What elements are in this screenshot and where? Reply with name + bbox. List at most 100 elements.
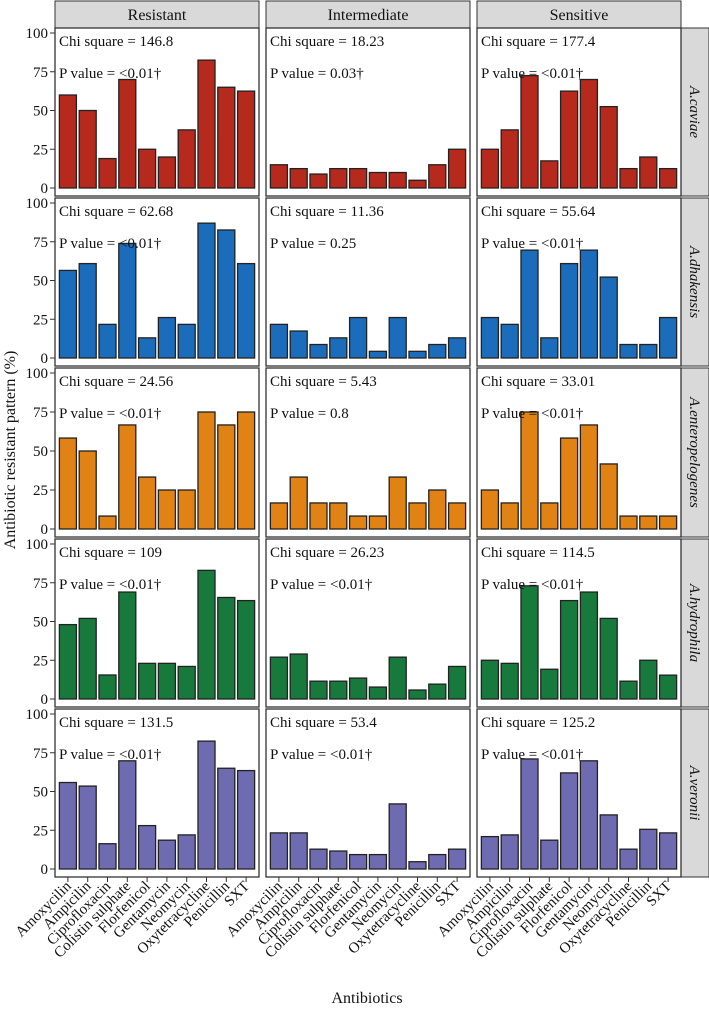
bar-ampicilin <box>78 785 97 870</box>
y-tick-label: 75 <box>33 235 48 251</box>
bar-ampicilin <box>289 330 308 359</box>
bar-penicillin <box>639 659 658 700</box>
row-strip-label: A.caviae <box>686 85 702 138</box>
bar-sxt <box>447 665 467 700</box>
bar-oxytetracycline <box>197 569 216 700</box>
bar-ciprofloxacin <box>309 343 328 359</box>
bar-penicillin <box>428 489 447 530</box>
p-value-annotation: P value = <0.01† <box>59 747 162 763</box>
bar-ampicilin <box>289 653 308 700</box>
bar-gentamycin <box>368 686 388 700</box>
y-tick-label: 0 <box>41 862 49 878</box>
y-tick-label: 25 <box>33 653 48 669</box>
bar-gentamycin <box>579 591 599 700</box>
bar-penicillin <box>217 596 236 700</box>
y-tick-label: 75 <box>33 405 48 421</box>
bar-florfenicol <box>137 337 157 359</box>
bar-sxt <box>658 832 678 870</box>
bar-amoxycilin <box>269 164 289 189</box>
bar-amoxycilin <box>269 656 289 700</box>
chi-square-annotation: Chi square = 5.43 <box>270 374 377 390</box>
y-tick-label: 0 <box>41 351 49 367</box>
bar-amoxycilin <box>58 437 78 530</box>
bar-colistin-sulphate <box>329 680 348 700</box>
bar-penicillin <box>217 424 236 530</box>
bar-gentamycin <box>368 350 388 359</box>
bar-ampicilin <box>78 617 97 700</box>
bar-colistin-sulphate <box>540 160 559 189</box>
bar-penicillin <box>428 164 447 189</box>
p-value-annotation: P value = 0.8 <box>270 406 349 422</box>
bar-neomycin <box>177 323 196 359</box>
bar-neomycin <box>388 171 407 189</box>
bar-ciprofloxacin <box>98 674 117 700</box>
bar-penicillin <box>639 828 658 870</box>
bar-neomycin <box>177 489 196 530</box>
bar-colistin-sulphate <box>329 502 348 530</box>
bar-sxt <box>236 411 256 530</box>
chi-square-annotation: Chi square = 146.8 <box>59 34 173 50</box>
bar-colistin-sulphate <box>329 850 348 870</box>
bar-oxytetracycline <box>619 343 638 359</box>
chi-square-annotation: Chi square = 62.68 <box>59 204 173 220</box>
row-strip-label: A.veronii <box>686 765 702 821</box>
bar-gentamycin <box>579 78 599 189</box>
bar-colistin-sulphate <box>540 337 559 359</box>
bar-oxytetracycline <box>619 167 638 189</box>
bar-neomycin <box>599 617 618 700</box>
bar-ampicilin <box>500 323 519 359</box>
bar-neomycin <box>599 463 618 530</box>
bar-oxytetracycline <box>408 502 427 530</box>
chi-square-annotation: Chi square = 33.01 <box>481 374 595 390</box>
bar-neomycin <box>388 476 407 530</box>
y-tick-label: 25 <box>33 483 48 499</box>
bar-amoxycilin <box>58 269 78 359</box>
row-strip-label: A.enteropelogenes <box>686 396 702 508</box>
bar-penicillin <box>428 853 447 870</box>
bar-gentamycin <box>157 156 177 189</box>
bar-gentamycin <box>579 424 599 530</box>
bar-penicillin <box>428 343 447 359</box>
p-value-annotation: P value = <0.01† <box>481 236 584 252</box>
bar-gentamycin <box>157 662 177 700</box>
column-strip-resistant <box>54 0 260 29</box>
bar-ampicilin <box>289 832 308 870</box>
bar-oxytetracycline <box>408 350 427 359</box>
bar-florfenicol <box>559 599 579 700</box>
bar-sxt <box>236 599 256 700</box>
y-tick-label: 75 <box>33 746 48 762</box>
bar-colistin-sulphate <box>540 502 559 530</box>
bar-florfenicol <box>348 316 368 359</box>
p-value-annotation: P value = 0.25 <box>270 236 356 252</box>
bar-oxytetracycline <box>619 680 638 700</box>
bar-ciprofloxacin <box>520 74 539 189</box>
bar-sxt <box>236 769 256 870</box>
p-value-annotation: P value = <0.01† <box>481 406 584 422</box>
p-value-annotation: P value = <0.01† <box>59 236 162 252</box>
bar-ciprofloxacin <box>520 585 539 700</box>
bar-amoxycilin <box>269 502 289 530</box>
row-strip-a-hydrophila <box>680 538 709 708</box>
bar-oxytetracycline <box>197 740 216 870</box>
x-axis-title: Antibiotics <box>331 990 402 1007</box>
row-strip-label: A.hydrophila <box>686 583 702 662</box>
column-strip-intermediate <box>265 0 471 29</box>
bar-florfenicol <box>348 677 368 700</box>
p-value-annotation: P value = <0.01† <box>481 577 584 593</box>
y-tick-label: 50 <box>33 104 48 120</box>
bar-neomycin <box>177 665 196 700</box>
bar-oxytetracycline <box>619 515 638 530</box>
chi-square-annotation: Chi square = 114.5 <box>481 545 595 561</box>
bar-oxytetracycline <box>408 689 427 700</box>
bar-ampicilin <box>78 262 97 359</box>
bar-gentamycin <box>579 249 599 359</box>
bar-amoxycilin <box>480 316 500 359</box>
row-strip-a-dhakensis <box>680 197 709 367</box>
p-value-annotation: P value = <0.01† <box>59 577 162 593</box>
bar-florfenicol <box>559 90 579 189</box>
bar-neomycin <box>388 316 407 359</box>
y-tick-label: 100 <box>26 26 49 42</box>
bar-ciprofloxacin <box>520 411 539 530</box>
y-tick-label: 25 <box>33 823 48 839</box>
chi-square-annotation: Chi square = 26.23 <box>270 545 384 561</box>
